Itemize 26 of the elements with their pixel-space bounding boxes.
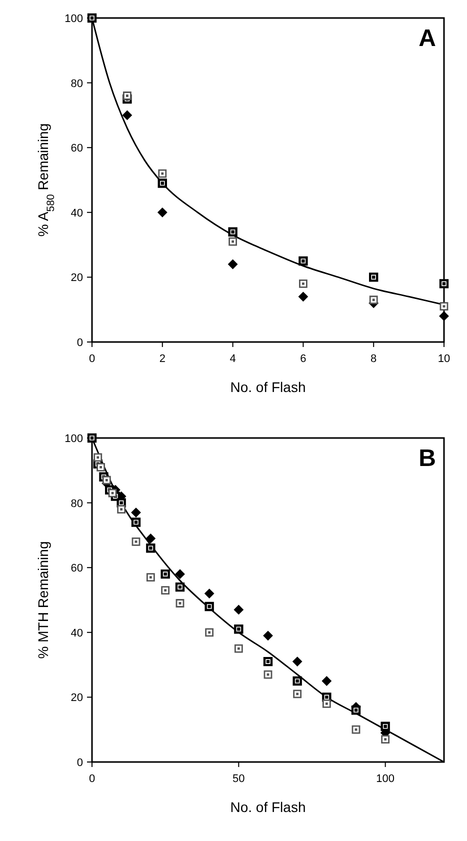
annotation: A	[418, 25, 436, 52]
x-tick-label: 8	[370, 353, 377, 365]
y-tick-label: 40	[70, 627, 83, 640]
x-tick-label: 0	[88, 773, 96, 785]
x-axis-title: No. of Flash	[230, 799, 306, 815]
y-tick-label: 0	[76, 757, 83, 769]
y-tick-label: 100	[64, 433, 83, 445]
x-tick-label: 100	[376, 773, 395, 785]
x-tick-label: 4	[230, 353, 236, 365]
y-tick-label: 0	[76, 337, 83, 349]
x-tick-label: 0	[88, 353, 96, 365]
annotation: B	[418, 445, 436, 472]
y-axis-title: % MTH Remaining	[35, 541, 51, 659]
x-tick-label: 6	[300, 353, 306, 365]
y-tick-label: 80	[70, 498, 83, 510]
y-tick-label: 60	[70, 142, 83, 155]
x-axis-title: No. of Flash	[230, 379, 306, 395]
y-tick-label: 60	[70, 562, 83, 575]
x-tick-label: 50	[232, 773, 245, 785]
y-tick-label: 20	[70, 692, 83, 704]
y-tick-label: 100	[64, 13, 83, 25]
y-tick-label: 80	[70, 78, 83, 90]
x-tick-label: 10	[438, 353, 450, 365]
y-tick-label: 40	[70, 207, 83, 220]
y-tick-label: 20	[70, 272, 83, 284]
x-tick-label: 2	[159, 353, 166, 365]
